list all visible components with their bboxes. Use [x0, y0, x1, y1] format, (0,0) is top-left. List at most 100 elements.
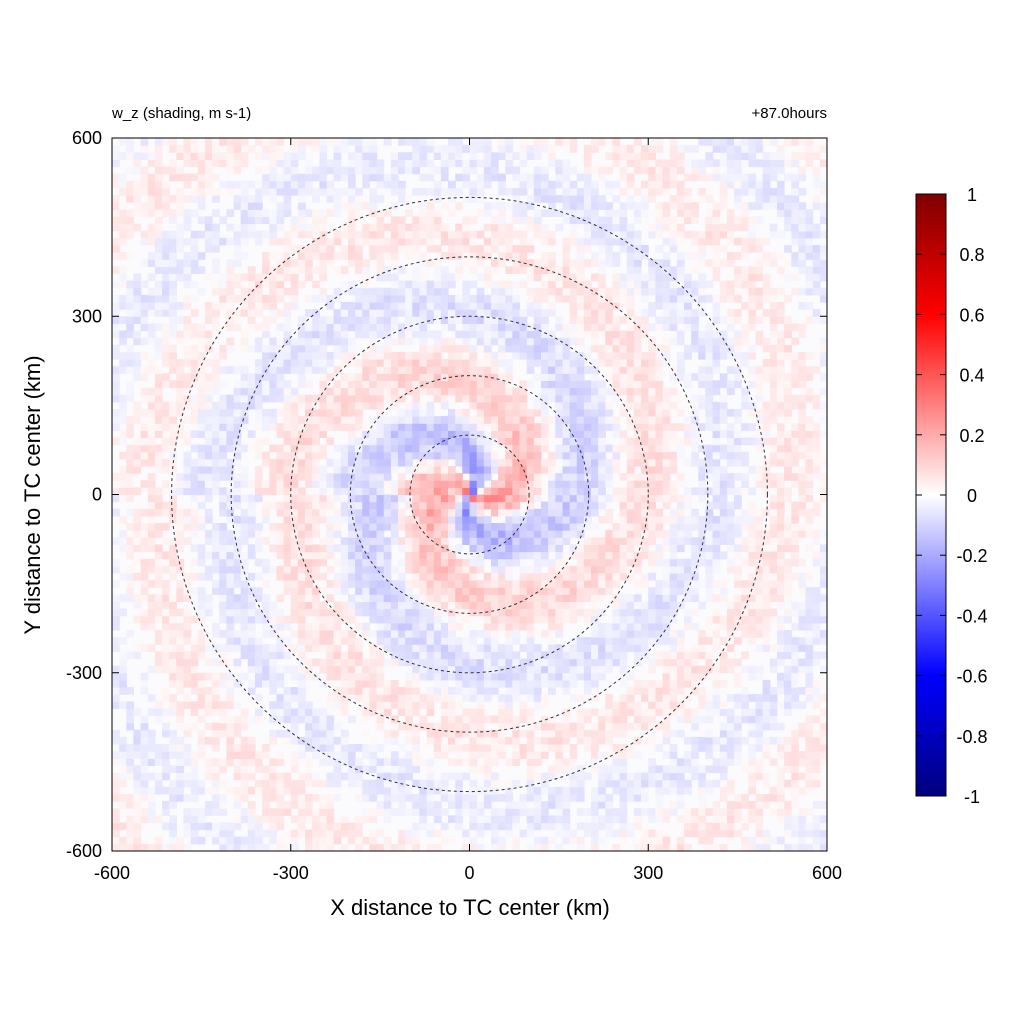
field-cell [204, 273, 213, 282]
field-cell [412, 230, 420, 239]
field-cell [533, 408, 542, 417]
field-cell [140, 565, 149, 574]
field-cell [505, 309, 514, 317]
field-cell [283, 323, 292, 332]
field-cell [355, 508, 363, 517]
field-cell [505, 622, 514, 631]
field-cell [462, 323, 471, 332]
field-cell [233, 309, 242, 317]
field-cell [197, 466, 206, 474]
field-cell [326, 166, 335, 175]
field-cell [419, 309, 428, 317]
field-cell [140, 166, 149, 175]
field-cell [462, 794, 471, 802]
field-cell [355, 687, 363, 695]
field-cell [369, 416, 378, 424]
field-cell [440, 359, 449, 367]
field-cell [212, 366, 220, 374]
field-cell [290, 230, 299, 239]
field-cell [440, 630, 449, 638]
field-cell [340, 587, 349, 595]
field-cell [140, 373, 149, 381]
field-cell [119, 359, 127, 367]
field-cell [326, 330, 335, 339]
field-cell [455, 387, 463, 396]
field-cell [476, 287, 485, 296]
field-cell [398, 187, 406, 196]
field-cell [240, 794, 249, 802]
field-cell [340, 316, 349, 324]
field-cell [533, 651, 542, 660]
field-cell [112, 601, 120, 610]
field-cell [362, 565, 370, 574]
field-cell [190, 245, 199, 253]
field-cell [412, 836, 420, 845]
field-cell [176, 594, 185, 602]
field-cell [455, 173, 463, 182]
field-cell [226, 572, 235, 581]
field-cell [483, 223, 492, 232]
field-cell [419, 408, 428, 417]
field-cell [526, 337, 535, 346]
field-cell [276, 808, 285, 816]
field-cell [519, 672, 528, 681]
field-cell [133, 572, 142, 581]
field-cell [312, 187, 320, 196]
field-cell [126, 430, 134, 438]
field-cell [512, 394, 521, 403]
field-cell [212, 679, 220, 688]
field-cell [412, 245, 420, 253]
field-cell [169, 466, 177, 474]
field-cell [555, 765, 564, 774]
field-cell [112, 437, 120, 446]
field-cell [483, 451, 492, 460]
field-cell [398, 266, 406, 274]
field-cell [476, 551, 485, 560]
field-cell [576, 572, 585, 581]
field-cell [119, 537, 127, 545]
field-cell [219, 408, 228, 417]
field-cell [119, 658, 127, 667]
field-cell [419, 287, 428, 296]
field-cell [440, 309, 449, 317]
field-cell [147, 401, 156, 410]
field-cell [154, 237, 163, 246]
field-cell [541, 587, 549, 595]
field-cell [562, 202, 571, 210]
field-cell [483, 815, 492, 824]
field-cell [262, 786, 270, 795]
field-cell [533, 794, 542, 802]
field-cell [383, 437, 392, 446]
field-cell [154, 530, 163, 538]
field-cell [297, 252, 306, 260]
field-cell [390, 480, 399, 488]
field-cell [283, 451, 292, 460]
field-cell [197, 544, 206, 553]
field-cell [498, 822, 506, 831]
field-cell [162, 373, 170, 381]
field-cell [290, 337, 299, 346]
field-cell [140, 587, 149, 595]
field-cell [419, 294, 428, 303]
field-cell [204, 373, 213, 381]
field-cell [533, 287, 542, 296]
field-cell [269, 473, 278, 481]
field-cell [412, 323, 420, 332]
field-cell [555, 387, 564, 396]
field-cell [112, 252, 120, 260]
field-cell [176, 708, 185, 717]
field-cell [390, 187, 399, 196]
field-cell [512, 694, 521, 702]
field-cell [383, 843, 392, 851]
field-cell [262, 808, 270, 816]
field-cell [576, 416, 585, 424]
field-cell [533, 580, 542, 588]
field-cell [398, 430, 406, 438]
field-cell [376, 380, 385, 389]
field-cell [426, 437, 435, 446]
field-cell [340, 508, 349, 517]
field-cell [562, 687, 571, 695]
field-cell [133, 594, 142, 602]
field-cell [562, 815, 571, 824]
field-cell [190, 758, 199, 766]
